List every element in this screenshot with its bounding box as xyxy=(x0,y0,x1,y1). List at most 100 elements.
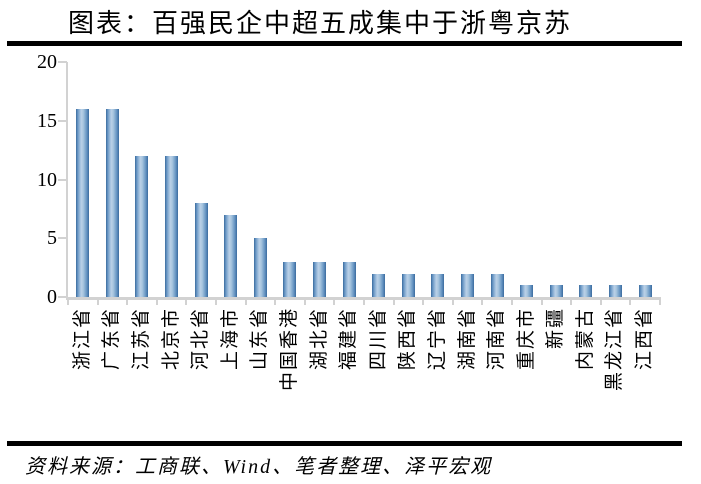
bar xyxy=(372,273,386,297)
bar-slot xyxy=(482,62,512,297)
x-tick-mark xyxy=(96,300,99,305)
x-label-slot: 陕西省 xyxy=(394,307,424,432)
bar-slot xyxy=(275,62,305,297)
y-tick-mark xyxy=(58,296,67,298)
bottom-rule xyxy=(7,441,682,446)
bar xyxy=(313,261,327,297)
bar-slot xyxy=(127,62,157,297)
y-tick-label: 0 xyxy=(47,286,57,308)
bar-slot xyxy=(305,62,335,297)
x-label-slot: 湖南省 xyxy=(453,307,483,432)
bar xyxy=(549,285,563,297)
x-label-slot: 北京市 xyxy=(157,307,187,432)
x-tick-mark xyxy=(599,300,602,305)
x-axis-label: 陕西省 xyxy=(397,307,419,371)
x-axis-labels: 浙江省 广东省 江苏省 北京市 河北省 上海市 山东省 中国香港 湖北省 福建省 四川省 陕西省 辽宁省… xyxy=(68,307,660,432)
bar-slot xyxy=(246,62,276,297)
x-tick-mark xyxy=(333,300,336,305)
bar-slot xyxy=(630,62,660,297)
x-label-slot: 广东省 xyxy=(98,307,128,432)
bar-slot xyxy=(423,62,453,297)
x-label-slot: 江西省 xyxy=(630,307,660,432)
y-tick-mark xyxy=(58,237,67,240)
y-tick-label: 20 xyxy=(37,51,57,73)
bar xyxy=(342,261,356,297)
x-tick-mark xyxy=(629,300,632,305)
x-label-slot: 浙江省 xyxy=(68,307,98,432)
bar-slot xyxy=(98,62,128,297)
x-label-slot: 四川省 xyxy=(364,307,394,432)
x-label-slot: 辽宁省 xyxy=(423,307,453,432)
bar-slot xyxy=(157,62,187,297)
top-rule xyxy=(7,41,682,46)
y-tick-label: 5 xyxy=(47,227,57,250)
x-axis-label: 山东省 xyxy=(249,307,271,371)
x-axis-label: 重庆市 xyxy=(515,307,537,371)
x-tick-mark xyxy=(392,300,395,305)
x-axis-label: 黑龙江省 xyxy=(604,307,626,392)
bar-slot xyxy=(512,62,542,297)
x-tick-mark xyxy=(67,300,69,305)
x-axis-label: 河南省 xyxy=(486,307,508,371)
x-axis-label: 新疆 xyxy=(545,307,567,350)
bars-container xyxy=(68,62,660,297)
bar xyxy=(253,238,267,297)
x-tick-mark xyxy=(303,300,306,305)
x-axis-label: 北京市 xyxy=(160,307,182,371)
x-axis-label: 内蒙古 xyxy=(574,307,596,371)
bar xyxy=(194,203,208,297)
bar xyxy=(638,285,652,297)
x-label-slot: 上海市 xyxy=(216,307,246,432)
x-tick-mark xyxy=(451,300,454,305)
x-axis-label: 浙江省 xyxy=(71,307,93,371)
y-tick-label: 15 xyxy=(37,109,57,132)
x-axis-label: 上海市 xyxy=(219,307,241,371)
x-tick-mark xyxy=(481,300,484,305)
x-label-slot: 新疆 xyxy=(542,307,572,432)
bar-slot xyxy=(334,62,364,297)
y-tick-label: 10 xyxy=(37,168,57,191)
chart-title: 图表：百强民企中超五成集中于浙粤京苏 xyxy=(67,9,572,38)
x-axis-label: 河北省 xyxy=(190,307,212,371)
x-tick-mark xyxy=(185,300,188,305)
y-tick-mark xyxy=(58,119,67,122)
x-label-slot: 黑龙江省 xyxy=(601,307,631,432)
x-tick-mark xyxy=(244,300,247,305)
bar-slot xyxy=(542,62,572,297)
bar-slot xyxy=(394,62,424,297)
bar xyxy=(105,109,119,297)
x-tick-mark xyxy=(570,300,573,305)
bar xyxy=(224,214,238,297)
x-tick-mark xyxy=(126,300,129,305)
bar xyxy=(608,285,622,297)
x-tick-mark xyxy=(215,300,217,305)
bar-slot xyxy=(601,62,631,297)
bar xyxy=(579,285,593,297)
x-label-slot: 江苏省 xyxy=(127,307,157,432)
x-tick-mark xyxy=(274,300,277,305)
bar xyxy=(135,156,149,297)
x-axis-label: 广东省 xyxy=(101,307,123,371)
bar-slot xyxy=(216,62,246,297)
x-axis-label: 江苏省 xyxy=(130,307,152,371)
bar xyxy=(283,261,297,297)
bar xyxy=(431,273,445,297)
bar-slot xyxy=(571,62,601,297)
x-tick-mark xyxy=(511,300,513,305)
x-axis-label: 湖南省 xyxy=(456,307,478,371)
x-label-slot: 重庆市 xyxy=(512,307,542,432)
bar xyxy=(490,273,504,297)
x-axis-label: 福建省 xyxy=(338,307,360,371)
bar xyxy=(461,273,475,297)
x-label-slot: 内蒙古 xyxy=(571,307,601,432)
x-axis-label: 四川省 xyxy=(367,307,389,371)
y-tick-mark xyxy=(58,178,67,181)
bar xyxy=(76,109,90,297)
x-tick-mark xyxy=(155,300,158,305)
x-axis-label: 中国香港 xyxy=(278,307,300,392)
x-label-slot: 山东省 xyxy=(246,307,276,432)
bar xyxy=(165,156,179,297)
y-axis-line xyxy=(66,62,68,299)
